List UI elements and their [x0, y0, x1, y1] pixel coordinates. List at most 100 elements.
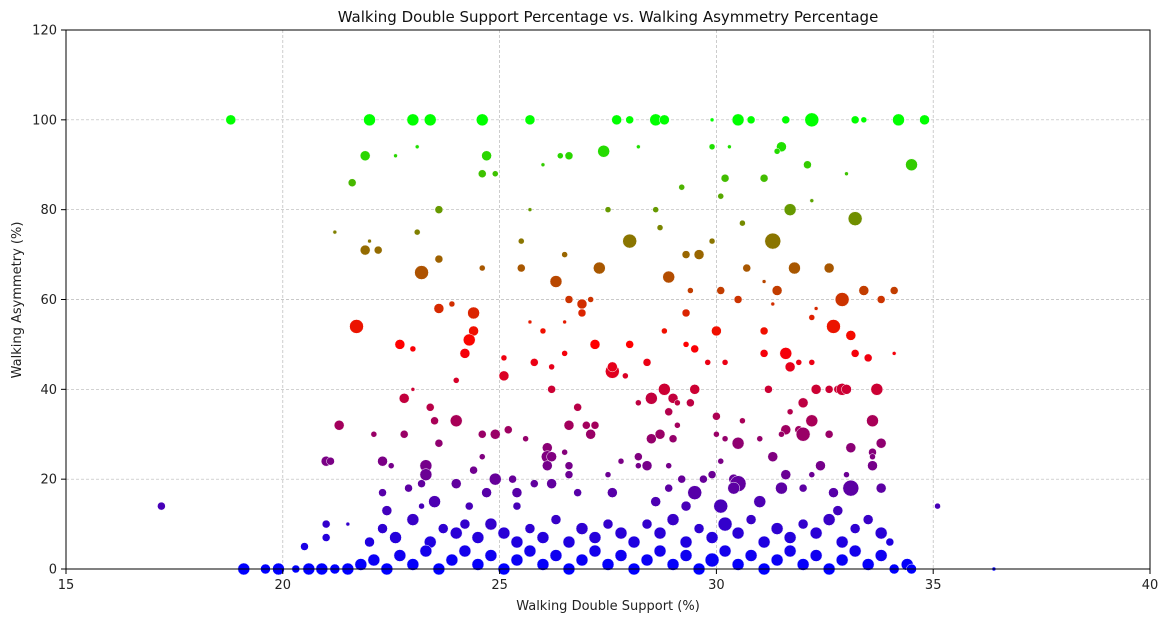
scatter-point	[564, 470, 574, 479]
scatter-point	[622, 233, 637, 249]
scatter-point	[406, 113, 420, 127]
scatter-point	[393, 153, 398, 159]
scatter-point	[373, 245, 383, 255]
scatter-point	[727, 144, 732, 150]
scatter-point	[349, 319, 364, 334]
scatter-point	[359, 150, 371, 162]
scatter-point	[539, 327, 547, 335]
scatter-point	[604, 471, 612, 478]
scatter-point	[614, 549, 628, 562]
x-axis-ticks: 15 20 25 30 35 40	[58, 569, 1158, 593]
scatter-point	[561, 448, 568, 456]
y-tick-label: 120	[32, 24, 57, 39]
scatter-point	[739, 219, 746, 227]
scatter-point	[773, 148, 781, 155]
scatter-point	[481, 487, 492, 498]
scatter-point	[467, 306, 480, 320]
scatter-point	[783, 544, 797, 558]
scatter-point	[511, 487, 523, 498]
scatter-point	[500, 354, 508, 362]
scatter-point	[642, 358, 652, 367]
scatter-point	[524, 523, 536, 534]
scatter-point	[389, 531, 402, 544]
data-points	[157, 112, 997, 576]
scatter-point	[745, 514, 757, 525]
scatter-point	[575, 522, 589, 535]
scatter-point	[716, 286, 725, 295]
scatter-point	[844, 171, 849, 176]
scatter-point	[582, 421, 591, 430]
scatter-point	[689, 384, 700, 395]
scatter-point	[739, 417, 746, 425]
scatter-point	[561, 251, 568, 258]
scatter-point	[645, 392, 658, 405]
scatter-point	[490, 429, 501, 440]
scatter-point	[711, 325, 722, 337]
scatter-point	[588, 544, 602, 558]
scatter-point	[564, 461, 574, 470]
x-tick-label: 30	[708, 578, 725, 593]
scatter-point	[668, 434, 678, 443]
scatter-point	[377, 455, 388, 467]
scatter-point	[845, 330, 857, 341]
y-tick-label: 60	[40, 293, 57, 308]
scatter-point	[562, 535, 576, 549]
scatter-point	[527, 319, 533, 325]
scatter-point	[905, 158, 918, 171]
scatter-point	[919, 114, 930, 126]
scatter-point	[665, 462, 672, 469]
scatter-point	[681, 308, 691, 318]
scatter-point	[770, 522, 784, 535]
scatter-point	[875, 437, 887, 449]
scatter-point	[481, 150, 492, 162]
scatter-point	[849, 523, 861, 534]
scatter-point	[635, 399, 642, 407]
scatter-point	[497, 526, 511, 540]
scatter-point	[430, 416, 439, 426]
scatter-point	[510, 535, 524, 549]
scatter-point	[611, 114, 622, 126]
scatter-point	[437, 523, 449, 534]
scatter-point	[835, 553, 849, 567]
scatter-point	[607, 487, 618, 498]
scatter-point	[398, 393, 410, 404]
scatter-point	[548, 363, 555, 371]
scatter-point	[410, 387, 416, 392]
scatter-point	[641, 518, 653, 530]
scatter-point	[641, 460, 653, 471]
scatter-point	[803, 160, 812, 169]
scatter-point	[870, 383, 884, 396]
scatter-point	[861, 558, 875, 571]
scatter-point	[826, 319, 841, 334]
scatter-point	[845, 442, 857, 453]
scatter-point	[850, 115, 860, 125]
scatter-point	[413, 228, 421, 236]
scatter-point	[731, 526, 745, 540]
scatter-point	[759, 326, 769, 336]
scatter-point	[479, 264, 486, 272]
scatter-point	[664, 407, 673, 417]
scatter-point	[414, 265, 429, 280]
scatter-point	[834, 292, 850, 307]
scatter-point	[654, 429, 666, 440]
scatter-point	[720, 173, 730, 183]
scatter-point	[842, 479, 860, 497]
scatter-point	[546, 478, 557, 489]
scatter-point	[824, 430, 834, 439]
scatter-point	[359, 244, 371, 256]
scatter-point	[713, 498, 728, 514]
scatter-point	[602, 518, 614, 530]
scatter-point	[561, 350, 568, 357]
scatter-point	[409, 345, 417, 353]
scatter-point	[370, 431, 378, 438]
scatter-point	[744, 549, 758, 562]
scatter-point	[593, 261, 606, 275]
scatter-point	[577, 308, 587, 318]
scatter-point	[709, 117, 715, 123]
scatter-point	[562, 319, 567, 325]
scatter-point	[614, 526, 628, 540]
scatter-point	[847, 211, 863, 226]
scatter-point	[434, 254, 444, 264]
scatter-point	[678, 183, 685, 191]
